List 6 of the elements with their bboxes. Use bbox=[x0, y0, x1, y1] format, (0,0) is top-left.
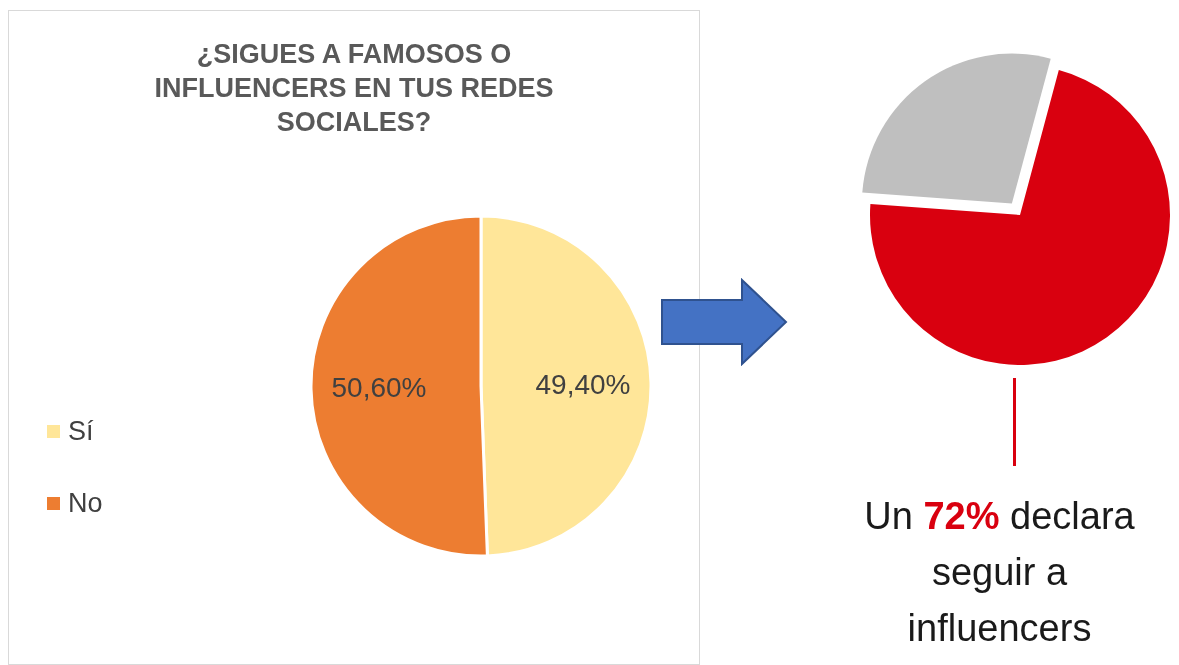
legend-label: No bbox=[68, 487, 103, 519]
text: Un 72% declara seguir a influencers bbox=[864, 495, 1135, 649]
data-label: 49,40% bbox=[535, 368, 631, 400]
data-label: 50,60% bbox=[331, 372, 427, 404]
legend-label: Sí bbox=[68, 415, 94, 447]
chart-title: ¿SIGUES A FAMOSOS O INFLUENCERS EN TUS REDES SOCIALES? bbox=[153, 38, 555, 139]
